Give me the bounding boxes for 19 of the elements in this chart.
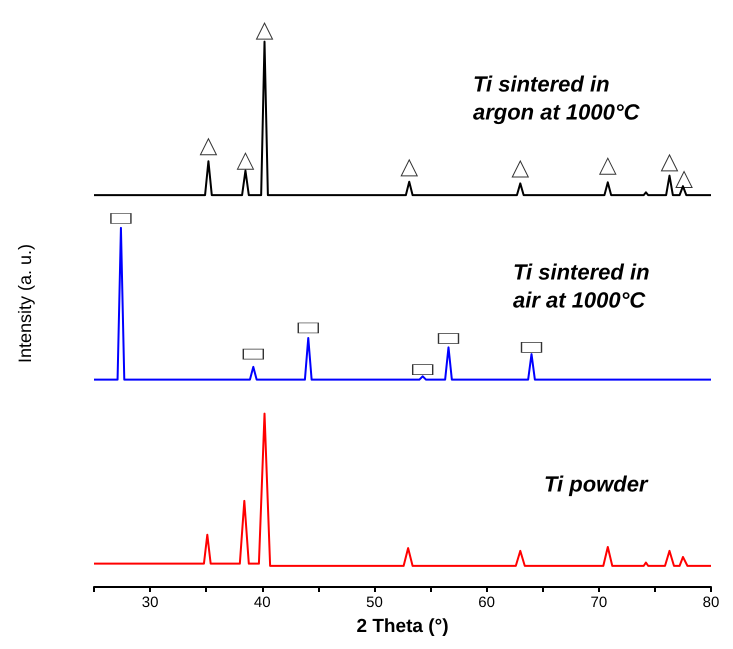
text: Ti sintered in argon at 1000°C bbox=[473, 72, 641, 124]
x-tick-label: 60 bbox=[478, 594, 495, 611]
point bbox=[236, 152, 254, 170]
y-axis-title: Intensity (a. u.) bbox=[15, 244, 35, 364]
x-tick-label: 70 bbox=[590, 594, 608, 611]
x-tick-label: 40 bbox=[254, 594, 271, 611]
point bbox=[599, 158, 616, 175]
text: Ti sintered in air at 1000°C bbox=[513, 260, 650, 312]
x-tick-label: 30 bbox=[142, 594, 158, 611]
point bbox=[200, 138, 217, 156]
point bbox=[256, 22, 274, 40]
x-tick-label: 80 bbox=[702, 594, 720, 611]
point bbox=[660, 154, 678, 172]
x-tick-label: 50 bbox=[366, 594, 383, 611]
text: Ti powder bbox=[544, 472, 649, 496]
point bbox=[512, 160, 529, 178]
point bbox=[676, 171, 693, 188]
point bbox=[400, 159, 418, 176]
x-axis-title: 2 Theta (°) bbox=[356, 616, 449, 637]
